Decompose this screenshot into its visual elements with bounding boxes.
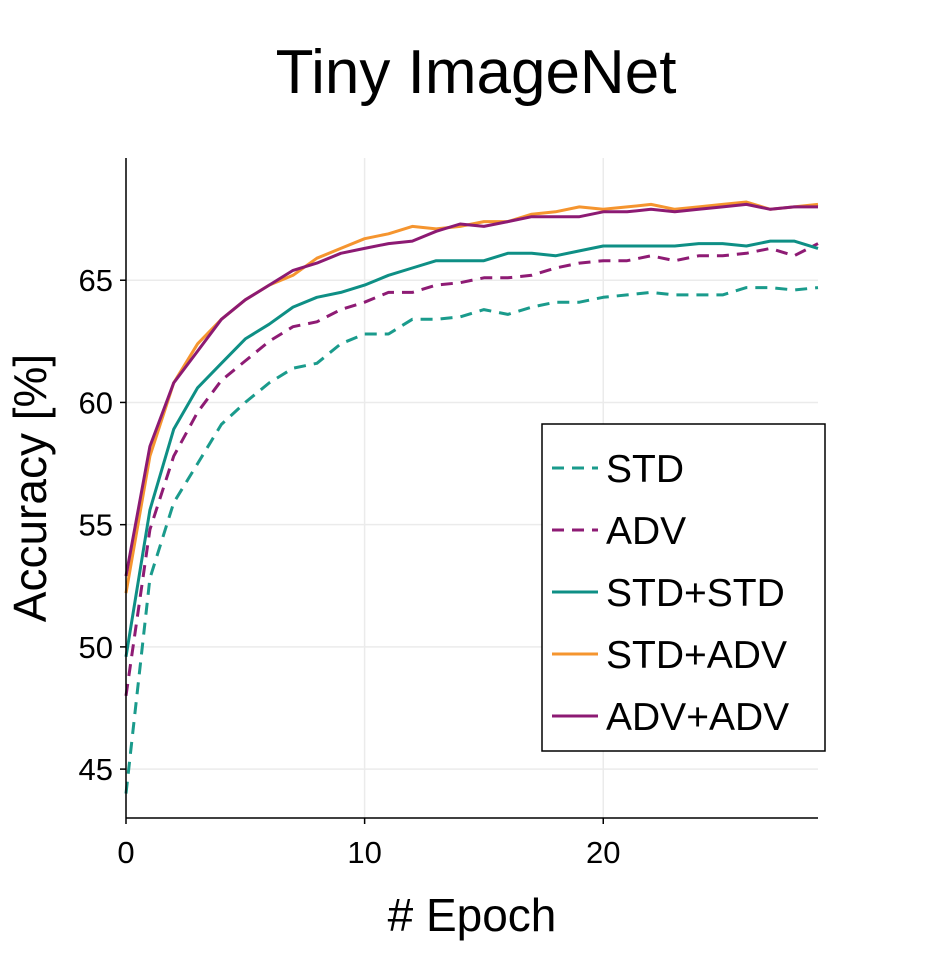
series-line-adv-plus-adv [124, 202, 818, 577]
x-axis-label: # Epoch [388, 889, 557, 941]
x-tick-label: 20 [586, 835, 620, 870]
legend-label-std: STD [606, 448, 684, 491]
x-tick-label: 10 [347, 835, 381, 870]
y-tick-label: 45 [79, 752, 113, 787]
axes [125, 158, 818, 819]
chart-title: Tiny ImageNet [276, 38, 677, 107]
series-line-adv [124, 242, 819, 697]
series-line-std [124, 286, 819, 794]
y-axis-label: Accuracy [%] [4, 354, 56, 622]
x-tick-label: 0 [117, 835, 134, 870]
y-tick-label: 60 [79, 385, 113, 420]
series-line-std-plus-std [124, 239, 819, 657]
y-tick-label: 65 [79, 263, 113, 298]
legend-label-std-plus-std: STD+STD [606, 572, 785, 615]
ticks: 0 10 20 45 50 55 60 65 [79, 263, 621, 870]
legend: STD ADV STD+STD STD+ADV ADV+ADV [541, 423, 826, 752]
y-tick-label: 55 [79, 508, 113, 543]
y-tick-label: 50 [79, 630, 113, 665]
series-lines [124, 200, 819, 794]
legend-label-std-plus-adv: STD+ADV [606, 634, 787, 677]
legend-label-adv-plus-adv: ADV+ADV [606, 696, 789, 739]
legend-box [541, 423, 826, 752]
legend-label-adv: ADV [606, 510, 686, 553]
